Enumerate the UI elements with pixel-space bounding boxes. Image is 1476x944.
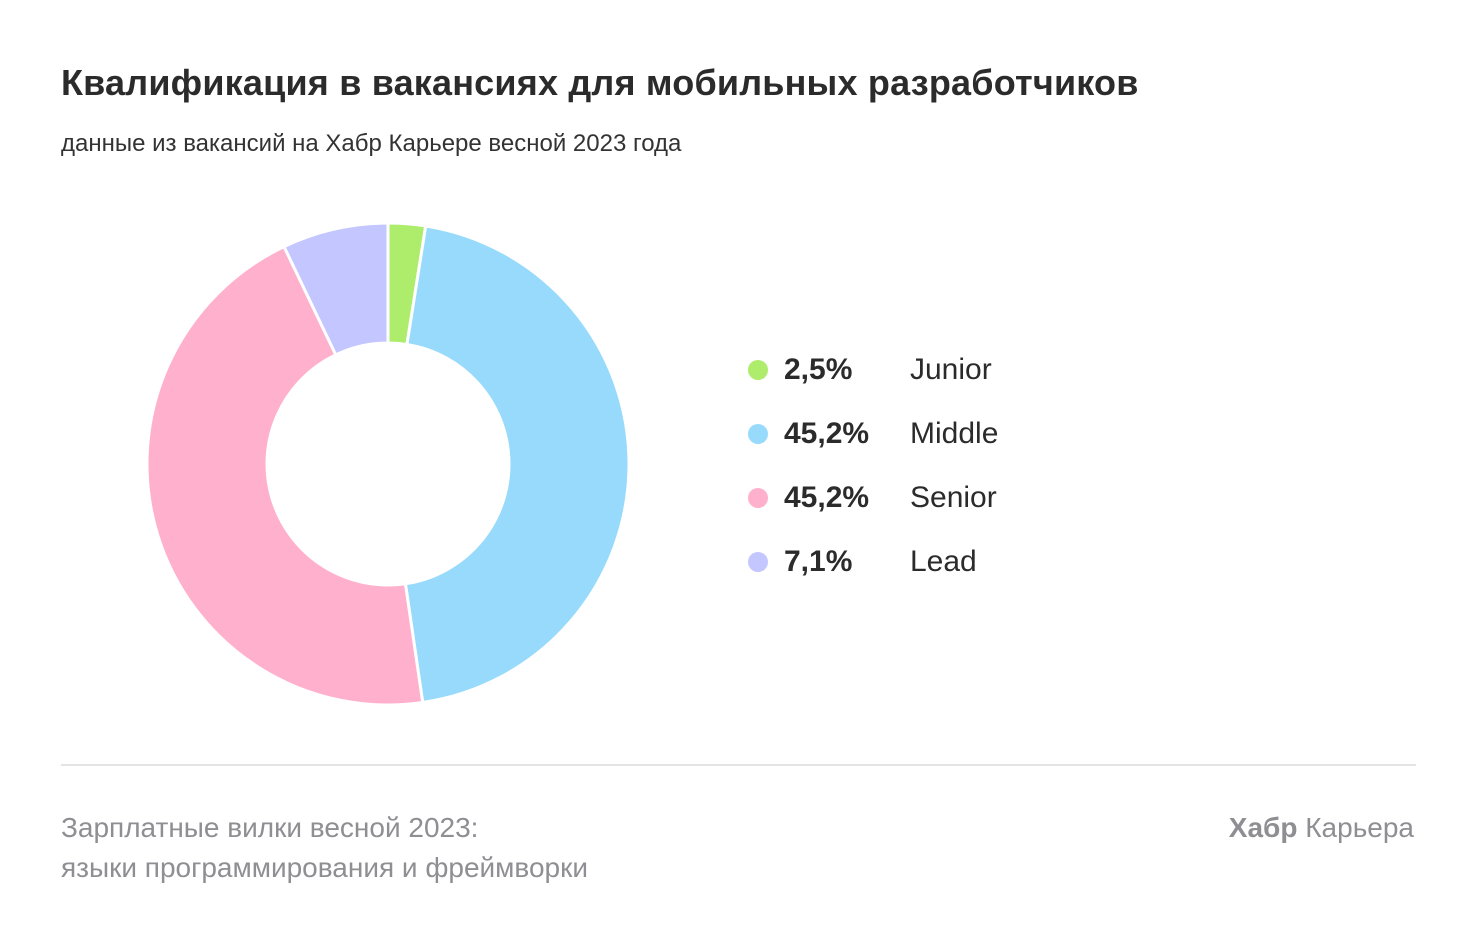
legend-value-senior: 45,2% <box>784 481 870 514</box>
legend-label-lead: Lead <box>910 545 977 578</box>
legend-item-middle: 45,2% Middle <box>746 402 998 466</box>
legend-dot-senior <box>748 488 768 508</box>
legend-item-senior: 45,2% Senior <box>746 466 998 530</box>
chart-subtitle: данные из вакансий на Хабр Карьере весно… <box>61 130 682 157</box>
chart-title: Квалификация в вакансиях для мобильных р… <box>61 62 1139 103</box>
chart-legend: 2,5% Junior 45,2% Middle 45,2% Senior 7,… <box>746 338 998 594</box>
legend-value-junior: 2,5% <box>784 353 853 386</box>
footer-divider <box>61 764 1416 766</box>
legend-label-junior: Junior <box>910 353 992 386</box>
legend-value-middle: 45,2% <box>784 417 870 450</box>
footer-caption-line2: языки программирования и фреймворки <box>61 852 589 883</box>
footer-caption: Зарплатные вилки весной 2023: языки прог… <box>61 808 588 888</box>
brand-name-regular: Карьера <box>1305 812 1414 843</box>
legend-item-junior: 2,5% Junior <box>746 338 998 402</box>
legend-label-senior: Senior <box>910 481 997 514</box>
brand-logo: Хабр Карьера <box>1229 808 1414 848</box>
brand-name-bold: Хабр <box>1228 812 1298 843</box>
donut-slice-senior <box>145 245 425 707</box>
legend-dot-lead <box>748 552 768 572</box>
legend-dot-junior <box>748 360 768 380</box>
footer-caption-line1: Зарплатные вилки весной 2023: <box>61 812 479 843</box>
donut-slice-lead <box>282 221 390 357</box>
legend-value-lead: 7,1% <box>784 545 853 578</box>
donut-slice-middle <box>403 224 631 704</box>
legend-dot-middle <box>748 424 768 444</box>
legend-label-middle: Middle <box>910 417 999 450</box>
donut-chart <box>145 221 631 707</box>
legend-item-lead: 7,1% Lead <box>746 530 998 594</box>
